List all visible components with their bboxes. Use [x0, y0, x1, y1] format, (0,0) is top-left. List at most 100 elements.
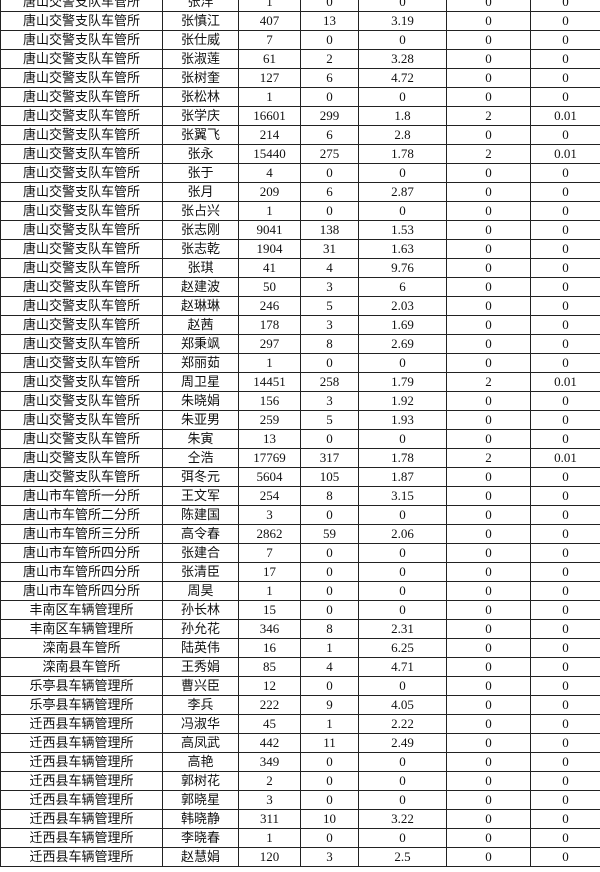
table-cell: 0	[530, 695, 600, 715]
table-row: 丰南区车辆管理所 孙允花 346 8 2.31 0 0	[0, 619, 600, 639]
table-cell: 0	[446, 714, 531, 734]
table-cell: 0	[446, 410, 531, 430]
table-cell: 0	[446, 258, 531, 278]
table-cell: 1.78	[358, 144, 447, 164]
table-cell: 0	[446, 163, 531, 183]
table-row: 唐山交警支队车管所 张志乾 1904 31 1.63 0 0	[0, 239, 600, 259]
table-cell: 陆英伟	[162, 638, 239, 658]
table-cell: 张月	[162, 182, 239, 202]
table-cell: 6.25	[358, 638, 447, 658]
table-cell: 120	[238, 847, 301, 867]
table-cell: 迁西县车辆管理所	[0, 790, 163, 810]
table-cell: 3.19	[358, 11, 447, 31]
table-cell: 0	[446, 68, 531, 88]
table-cell: 3	[300, 847, 359, 867]
table-cell: 0	[530, 125, 600, 145]
table-row: 唐山交警支队车管所 张松林 1 0 0 0 0	[0, 87, 600, 107]
table-cell: 0	[530, 11, 600, 31]
table-cell: 3.15	[358, 486, 447, 506]
table-cell: 0	[530, 790, 600, 810]
table-cell: 0	[530, 847, 600, 867]
table-cell: 0	[530, 0, 600, 12]
table-cell: 0	[300, 0, 359, 12]
table-cell: 0	[446, 467, 531, 487]
table-cell: 唐山市车管所四分所	[0, 562, 163, 582]
table-cell: 朱寅	[162, 429, 239, 449]
table-cell: 0	[530, 277, 600, 297]
table-cell: 0	[446, 49, 531, 69]
table-cell: 0	[358, 581, 447, 601]
table-row: 乐亭县车辆管理所 曹兴臣 12 0 0 0 0	[0, 676, 600, 696]
table-cell: 2	[300, 49, 359, 69]
table-row: 唐山交警支队车管所 张学庆 16601 299 1.8 2 0.01	[0, 106, 600, 126]
table-cell: 2	[446, 448, 531, 468]
table-cell: 0	[530, 296, 600, 316]
table-cell: 唐山交警支队车管所	[0, 334, 163, 354]
table-cell: 张松林	[162, 87, 239, 107]
table-cell: 407	[238, 11, 301, 31]
table-cell: 0	[300, 828, 359, 848]
table-cell: 15440	[238, 144, 301, 164]
table-cell: 259	[238, 410, 301, 430]
table-cell: 0	[358, 201, 447, 221]
table-cell: 0	[300, 600, 359, 620]
table-cell: 张建合	[162, 543, 239, 563]
table-cell: 唐山交警支队车管所	[0, 315, 163, 335]
table-cell: 4	[238, 163, 301, 183]
table-cell: 9041	[238, 220, 301, 240]
table-cell: 0	[358, 429, 447, 449]
table-cell: 127	[238, 68, 301, 88]
table-cell: 6	[358, 277, 447, 297]
table-cell: 0	[300, 790, 359, 810]
table-cell: 138	[300, 220, 359, 240]
table-cell: 0	[530, 410, 600, 430]
table-row: 唐山交警支队车管所 朱寅 13 0 0 0 0	[0, 429, 600, 449]
table-cell: 0	[530, 258, 600, 278]
table-cell: 1.63	[358, 239, 447, 259]
table-cell: 6	[300, 182, 359, 202]
table-cell: 0	[446, 0, 531, 12]
table-cell: 0	[446, 581, 531, 601]
table-cell: 0	[530, 657, 600, 677]
table-cell: 0	[300, 505, 359, 525]
table-cell: 0	[530, 220, 600, 240]
table-row: 唐山交警支队车管所 张于 4 0 0 0 0	[0, 163, 600, 183]
table-cell: 唐山交警支队车管所	[0, 410, 163, 430]
table-cell: 唐山交警支队车管所	[0, 391, 163, 411]
table-cell: 0	[446, 505, 531, 525]
table-cell: 0	[530, 600, 600, 620]
table-cell: 0	[300, 562, 359, 582]
table-cell: 6	[300, 125, 359, 145]
table-cell: 高凤武	[162, 733, 239, 753]
table-cell: 0	[530, 733, 600, 753]
table-row: 唐山交警支队车管所 赵茜 178 3 1.69 0 0	[0, 315, 600, 335]
table-cell: 迁西县车辆管理所	[0, 847, 163, 867]
table-cell: 0.01	[530, 106, 600, 126]
table-row: 迁西县车辆管理所 韩晓静 311 10 3.22 0 0	[0, 809, 600, 829]
table-cell: 郑秉飒	[162, 334, 239, 354]
table-cell: 0	[530, 752, 600, 772]
table-cell: 349	[238, 752, 301, 772]
table-cell: 0	[446, 828, 531, 848]
table-cell: 0	[530, 30, 600, 50]
table-cell: 7	[238, 30, 301, 50]
table-cell: 冯淑华	[162, 714, 239, 734]
table-row: 唐山交警支队车管所 张洋 1 0 0 0 0	[0, 0, 600, 12]
table-cell: 13	[238, 429, 301, 449]
table-cell: 0	[446, 30, 531, 50]
table-cell: 0	[446, 125, 531, 145]
table-cell: 0	[530, 486, 600, 506]
table-cell: 唐山交警支队车管所	[0, 0, 163, 12]
table-cell: 唐山交警支队车管所	[0, 49, 163, 69]
table-cell: 0	[530, 524, 600, 544]
table-cell: 0	[446, 87, 531, 107]
table-cell: 仝浩	[162, 448, 239, 468]
table-row: 唐山交警支队车管所 张树奎 127 6 4.72 0 0	[0, 68, 600, 88]
table-cell: 张志乾	[162, 239, 239, 259]
table-cell: 郭树花	[162, 771, 239, 791]
table-cell: 0	[446, 239, 531, 259]
table-row: 唐山交警支队车管所 张翼飞 214 6 2.8 0 0	[0, 125, 600, 145]
table-cell: 唐山交警支队车管所	[0, 30, 163, 50]
table-cell: 0	[358, 828, 447, 848]
table-cell: 赵慧娟	[162, 847, 239, 867]
